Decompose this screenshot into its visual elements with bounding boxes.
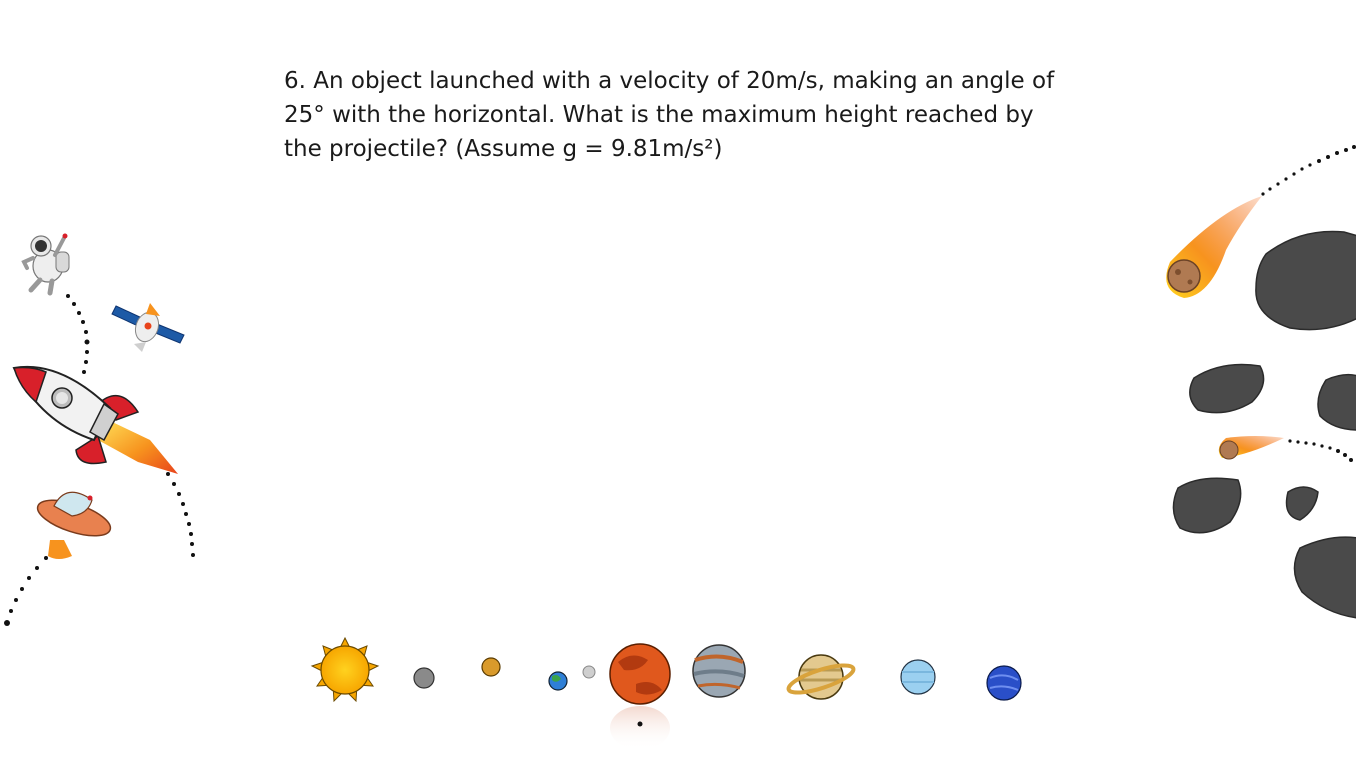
satellite-icon [111, 303, 185, 352]
earth-icon [548, 671, 568, 691]
question-text: 6. An object launched with a velocity of… [284, 64, 1064, 166]
moon-icon [582, 665, 596, 679]
right-dotted-path [1261, 145, 1356, 462]
neptune-icon [986, 665, 1022, 701]
left-dotted-path [4, 294, 195, 626]
question-line-3: the projectile? (Assume g = 9.81m/s²) [284, 136, 723, 162]
asteroid-icon [1172, 230, 1356, 619]
mercury-icon [413, 667, 435, 689]
comet-icon [1166, 196, 1262, 298]
rocket-icon [12, 365, 178, 474]
uranus-icon [900, 659, 936, 695]
sun-icon [310, 636, 380, 703]
comet-small-icon [1218, 436, 1284, 460]
venus-icon [481, 657, 501, 677]
saturn-icon [786, 654, 856, 700]
ufo-icon [36, 491, 112, 559]
question-line-2: 25° with the horizontal. What is the max… [284, 102, 1034, 128]
jupiter-icon [692, 644, 746, 698]
astronaut-icon [21, 233, 70, 296]
mars-icon [609, 643, 671, 750]
question-line-1: 6. An object launched with a velocity of… [284, 68, 1055, 94]
